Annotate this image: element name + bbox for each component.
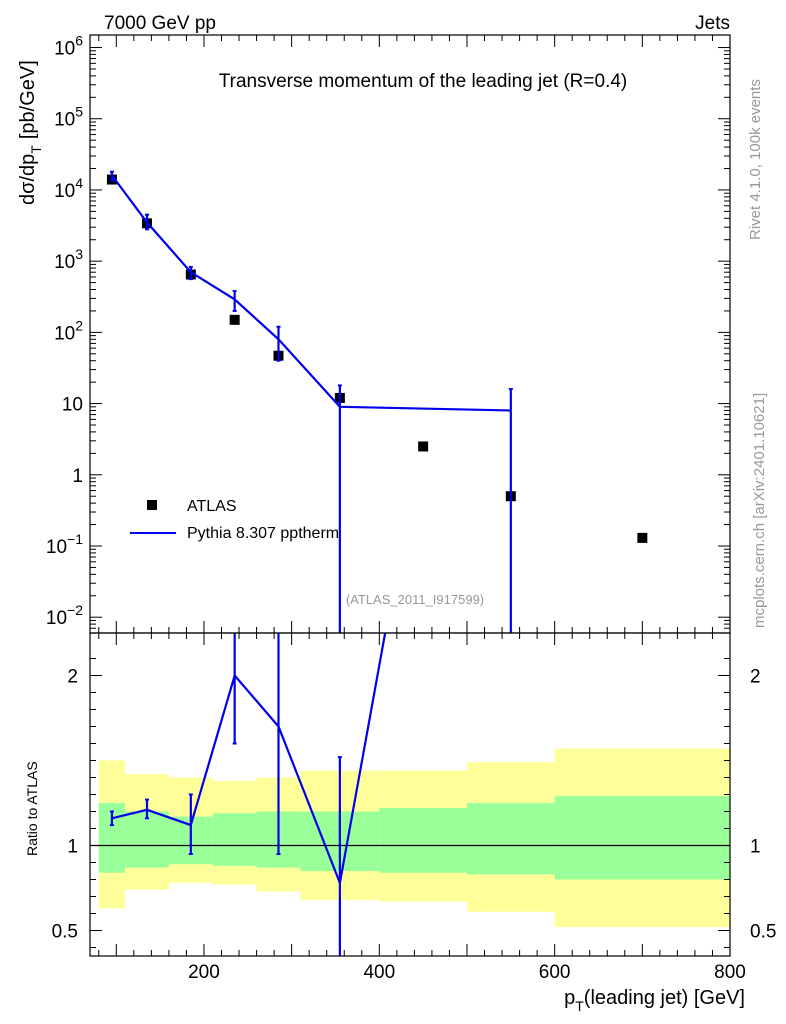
x-tick-label-1: 400 — [363, 962, 395, 983]
main-y-tick-label-5: 10 — [62, 395, 83, 416]
main-y-axis-label-sub: T — [28, 145, 44, 154]
ratio-y-tick-label-right-0: 2 — [750, 667, 761, 688]
main-y-tick-label-base-3: 10 — [54, 252, 75, 273]
main-plot-area — [106, 170, 648, 633]
main-y-axis-label-unit: [pb/GeV] — [17, 60, 39, 139]
ratio-plot-area — [109, 633, 387, 956]
data-point-atlas-8 — [637, 532, 648, 543]
ratio-band-inner-1 — [125, 811, 169, 868]
ratio-uncertainty-bands — [98, 748, 730, 928]
ratio-y-tick-label-right-2: 0.5 — [750, 922, 776, 943]
x-axis-label-sub: T — [575, 998, 584, 1014]
ratio-band-inner-8 — [554, 796, 730, 880]
x-axis-label-rest: (leading jet) [GeV] — [584, 987, 745, 1009]
ratio-y-axis-label: Ratio to ATLAS — [24, 761, 40, 856]
main-y-tick-label-exp-7: −1 — [67, 531, 83, 547]
main-y-axis-label: dσ/dpT [pb/GeV] — [17, 60, 44, 205]
main-y-tick-label-base-8: 10 — [46, 608, 67, 629]
main-y-tick-label-base-2: 10 — [54, 181, 75, 202]
x-axis-label-main: p — [564, 987, 575, 1009]
ratio-band-inner-6 — [379, 808, 467, 873]
x-tick-label-2: 600 — [539, 962, 571, 983]
main-y-tick-label-4: 102 — [54, 317, 83, 344]
header-left-label: 7000 GeV pp — [104, 13, 216, 34]
mc-line-pythia — [111, 174, 511, 412]
main-y-tick-label-3: 103 — [54, 246, 83, 273]
main-title: Transverse momentum of the leading jet (… — [219, 71, 628, 92]
main-y-tick-label-exp-1: 5 — [75, 104, 83, 120]
main-y-tick-label-base-1: 10 — [54, 110, 75, 131]
main-y-tick-label-7: 10−1 — [46, 531, 83, 558]
x-axis-label: pT(leading jet) [GeV] — [564, 987, 745, 1014]
main-y-tick-label-base-6: 1 — [72, 466, 83, 487]
main-y-tick-label-6: 1 — [72, 466, 83, 487]
ratio-y-tick-label-left-1: 1 — [67, 837, 78, 858]
main-frame — [89, 34, 731, 634]
main-y-tick-label-base-5: 10 — [62, 395, 83, 416]
analysis-tag: (ATLAS_2011_I917599) — [346, 592, 484, 607]
x-tick-label-3: 800 — [714, 962, 746, 983]
legend-data-label: ATLAS — [187, 498, 237, 515]
data-point-atlas-6 — [418, 441, 429, 452]
ratio-y-tick-label-left-0: 2 — [67, 667, 78, 688]
main-y-tick-label-base-4: 10 — [54, 323, 75, 344]
main-y-tick-label-1: 105 — [54, 104, 83, 131]
main-y-tick-label-base-0: 10 — [54, 39, 75, 60]
main-y-tick-label-base-7: 10 — [46, 537, 67, 558]
legend: ATLAS Pythia 8.307 pptherm — [130, 498, 339, 542]
ratio-y-tick-label-right-1: 1 — [750, 837, 761, 858]
main-y-tick-label-8: 10−2 — [46, 602, 83, 629]
ratio-band-inner-3 — [212, 813, 257, 866]
main-y-tick-label-exp-0: 6 — [75, 33, 83, 49]
ratio-y-tick-label-left-2: 0.5 — [52, 922, 78, 943]
main-y-tick-label-2: 104 — [54, 175, 83, 202]
rivet-version-label: Rivet 4.1.0, 100k events — [747, 79, 764, 240]
main-y-tick-label-exp-2: 4 — [75, 175, 83, 191]
x-tick-label-0: 200 — [188, 962, 220, 983]
main-y-tick-label-0: 106 — [54, 33, 83, 60]
main-y-axis-label-main: dσ/dp — [17, 154, 39, 205]
ratio-band-inner-7 — [466, 803, 555, 875]
main-y-tick-label-exp-8: −2 — [67, 602, 83, 618]
main-y-tick-label-exp-4: 2 — [75, 317, 83, 333]
data-point-atlas-3 — [229, 314, 240, 325]
mcplots-credit-label: mcplots.cern.ch [arXiv:2401.10621] — [751, 393, 768, 628]
legend-data-marker — [147, 500, 157, 510]
legend-mc-label: Pythia 8.307 pptherm — [187, 525, 339, 542]
ratio-axes: 2 2 1 1 0.5 0.5 200 400 600 800 — [52, 633, 776, 983]
main-y-tick-label-exp-3: 3 — [75, 246, 83, 262]
header-right-label: Jets — [695, 13, 730, 34]
